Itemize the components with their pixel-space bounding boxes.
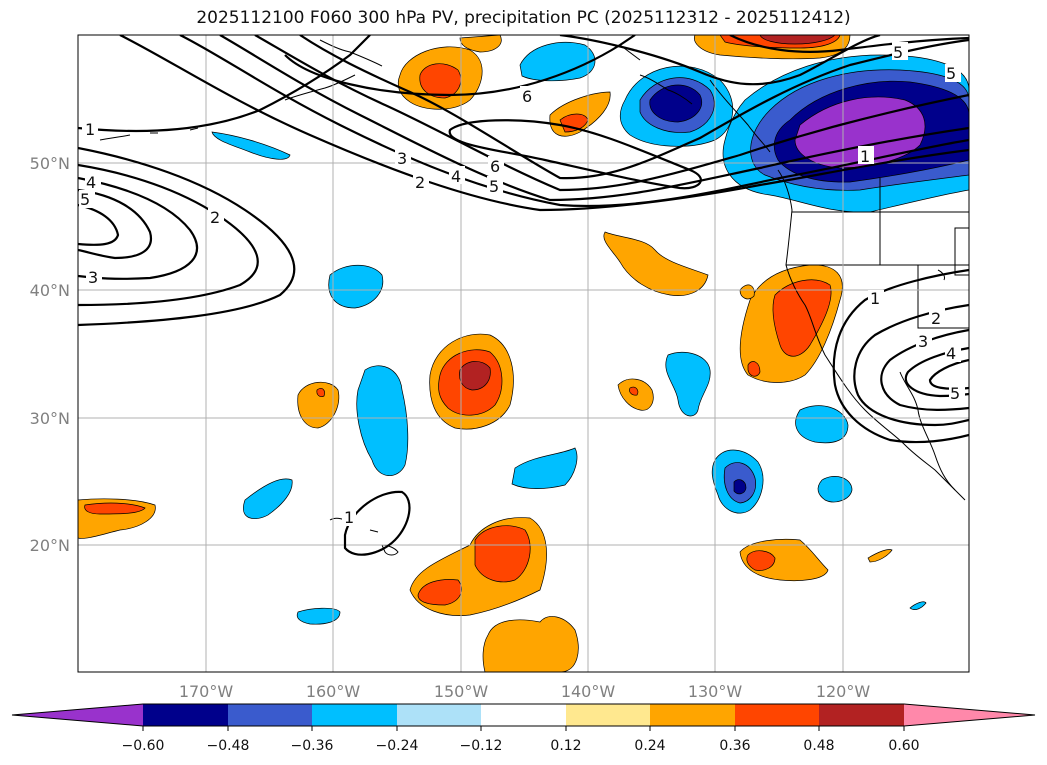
pv-label: 6 (522, 87, 532, 106)
pv-label: 1 (860, 147, 870, 166)
colorbar-segment (566, 704, 650, 726)
colorbar-tick-label: 0.12 (550, 738, 581, 754)
colorbar-segment (397, 704, 481, 726)
pv-label: 4 (86, 173, 96, 192)
pv-label: 4 (946, 344, 956, 363)
pv-label: 1 (85, 120, 95, 139)
pv-contour-se-1 (832, 268, 969, 444)
map-plot-area: 1 2 3 4 5 3 2 4 5 6 6 1 5 5 1 2 3 4 5 1 (78, 35, 969, 672)
colorbar-segment (735, 704, 819, 726)
pv-label: 6 (490, 157, 500, 176)
pv-label: 3 (397, 149, 407, 168)
colorbar-segment (481, 704, 566, 726)
map-frame (77, 34, 970, 673)
colorbar-extend-right (904, 704, 1035, 726)
colorbar-tick-label: −0.36 (291, 738, 334, 754)
pv-label: 2 (210, 208, 220, 227)
lon-label: 150°W (434, 682, 489, 701)
colorbar-tick-label: 0.36 (719, 738, 750, 754)
colorbar-tick-label: −0.60 (122, 738, 165, 754)
pv-contour-west-4 (78, 188, 153, 260)
pv-contours (78, 35, 969, 556)
lat-label: 50°N (30, 154, 70, 173)
pv-contour-west-5 (78, 203, 120, 246)
lat-label: 30°N (30, 409, 70, 428)
lat-label: 40°N (30, 281, 70, 300)
pv-contour-labels: 1 2 3 4 5 3 2 4 5 6 6 1 5 5 1 2 3 4 5 1 (79, 42, 965, 527)
colorbar-tick-label: 0.48 (803, 738, 834, 754)
latitude-labels: 50°N 40°N 30°N 20°N (30, 154, 70, 555)
pv-contour-west-3 (78, 176, 198, 280)
pv-contour-west-2 (78, 163, 259, 307)
colorbar-segment (312, 704, 397, 726)
pv-label: 2 (415, 173, 425, 192)
colorbar-tick-label: −0.12 (460, 738, 503, 754)
lon-label: 140°W (561, 682, 616, 701)
colorbar-extend-left (12, 704, 143, 726)
lon-label: 130°W (688, 682, 743, 701)
precip-negative-regions (211, 42, 969, 625)
colorbar-segment (228, 704, 312, 726)
lat-label: 20°N (30, 536, 70, 555)
pv-label: 2 (931, 309, 941, 328)
colorbar: −0.60 −0.48 −0.36 −0.24 −0.12 0.12 0.24 … (11, 703, 1036, 754)
pv-label: 5 (893, 43, 903, 62)
pv-label: 3 (88, 268, 98, 287)
colorbar-tick-label: 0.60 (888, 738, 919, 754)
pv-label: 5 (489, 177, 499, 196)
pv-contour-main-1 (119, 35, 969, 212)
colorbar-segment (650, 704, 735, 726)
pv-label: 5 (950, 384, 960, 403)
pv-label: 5 (80, 190, 90, 209)
longitude-labels: 170°W 160°W 150°W 140°W 130°W 120°W (179, 682, 871, 701)
pv-label: 3 (918, 332, 928, 351)
lon-label: 170°W (179, 682, 234, 701)
colorbar-segment (819, 704, 904, 726)
pv-contour-main-2 (179, 35, 969, 208)
pv-contour-main-3 (219, 35, 969, 202)
lon-label: 120°W (816, 682, 871, 701)
colorbar-tick-label: −0.24 (376, 738, 419, 754)
pv-contour-main-5 (299, 35, 969, 180)
colorbar-segment (143, 704, 228, 726)
lon-label: 160°W (306, 682, 361, 701)
colorbar-tick-label: 0.24 (634, 738, 665, 754)
pv-contour-hawaii-loop (343, 490, 411, 556)
colorbar-tick-label: −0.48 (207, 738, 250, 754)
pv-label: 1 (344, 508, 354, 527)
pv-contour-main-4 (254, 35, 969, 192)
pv-label: 1 (870, 289, 880, 308)
pv-contour-west-1 (78, 146, 296, 327)
pv-contour-6-top (284, 35, 636, 97)
pv-label: 4 (451, 167, 461, 186)
figure-title: 2025112100 F060 300 hPa PV, precipitatio… (196, 8, 851, 28)
pv-contour-6-loop (448, 119, 702, 190)
pv-contour-se-2 (853, 303, 969, 427)
pv-label: 5 (946, 64, 956, 83)
precip-positive-regions (78, 35, 893, 672)
